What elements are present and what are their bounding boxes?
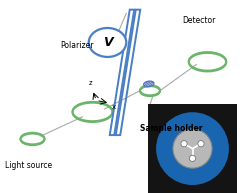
Text: Sample holder: Sample holder (140, 124, 202, 133)
Text: Polarizer: Polarizer (60, 41, 94, 50)
Circle shape (89, 28, 126, 57)
Text: z: z (89, 80, 92, 86)
Ellipse shape (144, 81, 154, 87)
Text: Light source: Light source (5, 161, 52, 170)
Text: V: V (103, 36, 112, 49)
Text: Detector: Detector (182, 16, 216, 25)
Text: x: x (112, 104, 116, 110)
